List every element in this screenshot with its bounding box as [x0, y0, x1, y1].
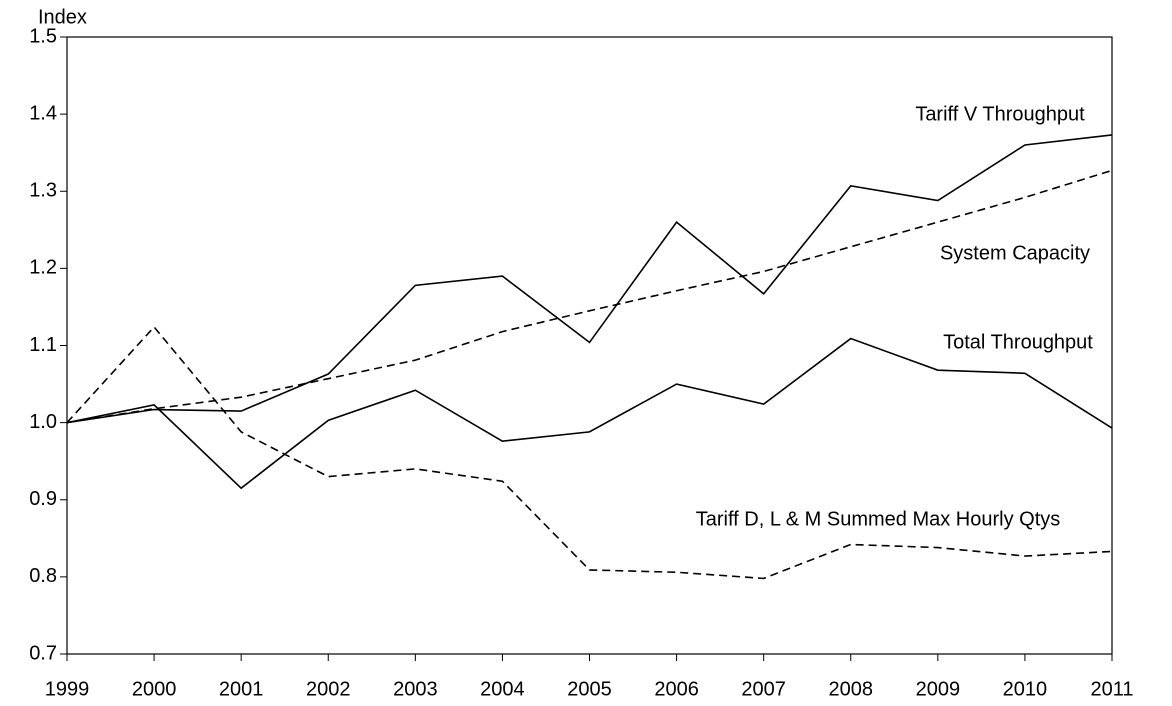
x-tick-label: 2005 [567, 678, 612, 700]
x-tick-label: 2000 [132, 678, 177, 700]
y-tick-label: 1.3 [29, 180, 57, 202]
series-line [66, 325, 1113, 580]
x-tick-label: 2006 [654, 678, 699, 700]
y-tick-label: 0.8 [29, 565, 57, 587]
y-tick-label: 0.7 [29, 642, 57, 664]
y-tick-label: 1.5 [29, 25, 57, 47]
series-label: Total Throughput [943, 331, 1093, 353]
y-tick-label: 0.9 [29, 488, 57, 510]
x-tick-label: 2007 [741, 678, 786, 700]
y-axis-label: Index [38, 6, 87, 28]
series-line [66, 169, 1113, 424]
y-tick-label: 1.0 [29, 411, 57, 433]
x-tick-label: 2008 [829, 678, 874, 700]
series-label: System Capacity [940, 242, 1090, 264]
x-tick-label: 2009 [916, 678, 961, 700]
series-label: Tariff D, L & M Summed Max Hourly Qtys [696, 508, 1061, 530]
x-tick-label: 2004 [480, 678, 525, 700]
series-line [66, 134, 1113, 424]
x-tick-label: 2001 [219, 678, 264, 700]
x-tick-label: 2003 [393, 678, 438, 700]
x-tick-label: 2011 [1090, 678, 1133, 700]
y-tick-label: 1.1 [29, 334, 57, 356]
y-tick-label: 1.2 [29, 257, 57, 279]
x-tick-label: 2010 [1003, 678, 1048, 700]
x-tick-label: 1999 [45, 678, 90, 700]
series-line [66, 337, 1113, 490]
series-label: Tariff V Throughput [915, 103, 1085, 125]
y-tick-label: 1.4 [29, 102, 57, 124]
x-tick-label: 2002 [306, 678, 351, 700]
